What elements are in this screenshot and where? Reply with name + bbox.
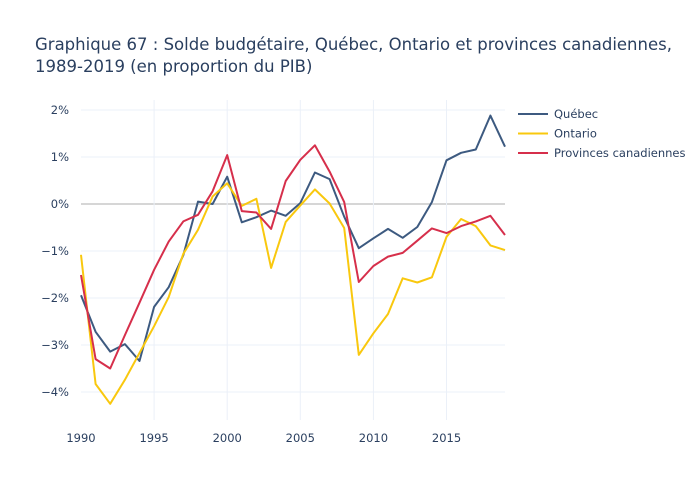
legend-item[interactable]: Provinces canadiennes <box>518 146 686 160</box>
x-tick-label: 2010 <box>359 431 388 445</box>
y-tick-label: 2% <box>51 103 69 117</box>
series-line-ontario[interactable] <box>80 182 506 405</box>
legend-label: Ontario <box>554 127 597 141</box>
grid-layer <box>81 100 505 420</box>
y-tick-label: 1% <box>51 150 69 164</box>
legend-label: Provinces canadiennes <box>554 146 686 160</box>
legend-label: Québec <box>554 107 598 121</box>
chart-title: Graphique 67 : Solde budgétaire, Québec,… <box>35 34 675 78</box>
y-tick-label: −2% <box>41 291 69 305</box>
legend-item[interactable]: Ontario <box>518 127 597 141</box>
y-tick-label: −1% <box>41 244 69 258</box>
x-tick-label: 1995 <box>139 431 168 445</box>
x-tick-label: 1990 <box>66 431 95 445</box>
legend[interactable]: Québec Ontario Provinces canadiennes <box>518 107 686 160</box>
x-tick-label: 2005 <box>286 431 315 445</box>
x-tick-label: 2000 <box>213 431 242 445</box>
series-layer <box>80 114 506 405</box>
axis-layer: 2% 1% 0% −1% −2% −3% −4% 1990 1995 2000 2005 2010 20… <box>41 103 461 445</box>
y-tick-label: 0% <box>51 197 69 211</box>
series-line-provinces-canadiennes[interactable] <box>80 144 506 370</box>
series-line-qu-bec[interactable] <box>80 114 506 362</box>
legend-item[interactable]: Québec <box>518 107 598 121</box>
y-tick-label: −3% <box>41 338 69 352</box>
y-tick-label: −4% <box>41 385 69 399</box>
chart-title-line-2: 1989-2019 (en proportion du PIB) <box>35 57 313 76</box>
chart-title-line-1: Graphique 67 : Solde budgétaire, Québec,… <box>35 35 672 54</box>
x-tick-label: 2015 <box>432 431 461 445</box>
